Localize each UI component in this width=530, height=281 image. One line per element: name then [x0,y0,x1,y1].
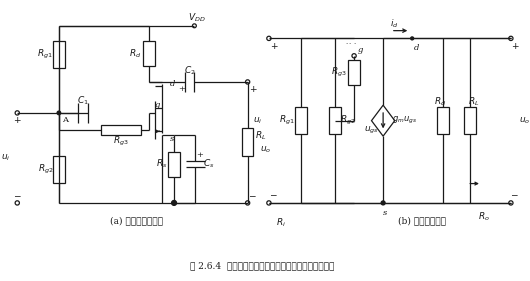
Text: +: + [511,42,518,51]
Text: $R_{g1}$: $R_{g1}$ [279,114,295,127]
Text: $R_L$: $R_L$ [255,130,267,142]
Text: $R_{g1}$: $R_{g1}$ [38,48,53,61]
Polygon shape [372,105,395,136]
Bar [101,126,141,135]
Text: +: + [249,85,256,94]
Bar [295,107,307,134]
Text: $-$: $-$ [510,190,519,199]
Text: $u_i$: $u_i$ [253,115,262,126]
Text: $R_o$: $R_o$ [478,210,490,223]
Circle shape [172,201,176,205]
Text: $-$: $-$ [248,191,257,200]
Text: $V_{DD}$: $V_{DD}$ [188,12,205,24]
Text: $C_2$: $C_2$ [184,64,196,77]
Text: s: s [383,209,387,217]
Text: $R_d$: $R_d$ [129,47,142,60]
Text: +: + [196,151,202,158]
Text: $R_{g2}$: $R_{g2}$ [340,114,356,127]
Text: $-$: $-$ [269,190,278,199]
Text: $i_d$: $i_d$ [391,18,399,30]
Text: g: g [358,46,364,54]
Bar [464,107,476,134]
Text: $R_{g3}$: $R_{g3}$ [331,66,347,79]
Text: $g_m u_{gs}$: $g_m u_{gs}$ [392,115,417,126]
Text: +: + [179,85,186,93]
Bar [437,107,449,134]
Bar [143,41,155,67]
Bar [53,155,65,183]
Bar [329,107,341,134]
Bar [168,152,180,177]
Text: $C_1$: $C_1$ [77,94,89,106]
Text: $u_i$: $u_i$ [1,152,11,163]
Text: A: A [61,116,68,124]
Bar [53,41,65,68]
Text: g: g [155,101,160,109]
Text: d: d [413,44,419,52]
Text: $R_d$: $R_d$ [434,95,446,108]
Text: $u_o$: $u_o$ [260,144,271,155]
Circle shape [381,201,385,205]
Text: $\cdot\cdot\cdot$: $\cdot\cdot\cdot$ [345,38,357,46]
Text: s: s [170,135,174,143]
Text: $R_{g2}$: $R_{g2}$ [38,162,53,176]
Text: $R_L$: $R_L$ [469,95,480,108]
Text: $u_{gs}$: $u_{gs}$ [364,125,379,136]
Text: d: d [170,80,175,88]
Text: (a) 分压式偏置电路: (a) 分压式偏置电路 [110,216,163,225]
Circle shape [57,111,60,115]
Text: 图 2.6.4  分压式偏压共源极放大电路及其微变等效电路: 图 2.6.4 分压式偏压共源极放大电路及其微变等效电路 [190,261,334,270]
Text: +: + [270,42,278,51]
Text: $R_{g3}$: $R_{g3}$ [113,134,129,148]
Text: $u_o$: $u_o$ [519,115,530,126]
Text: $C_s$: $C_s$ [203,158,215,171]
Text: $R_s$: $R_s$ [156,158,167,171]
Text: (b) 微变等效电路: (b) 微变等效电路 [398,216,446,225]
Circle shape [411,37,413,40]
Text: $R_i$: $R_i$ [276,216,286,228]
Bar [348,60,360,85]
Text: +: + [14,116,21,125]
Text: $-$: $-$ [13,191,22,200]
Bar [242,128,253,155]
